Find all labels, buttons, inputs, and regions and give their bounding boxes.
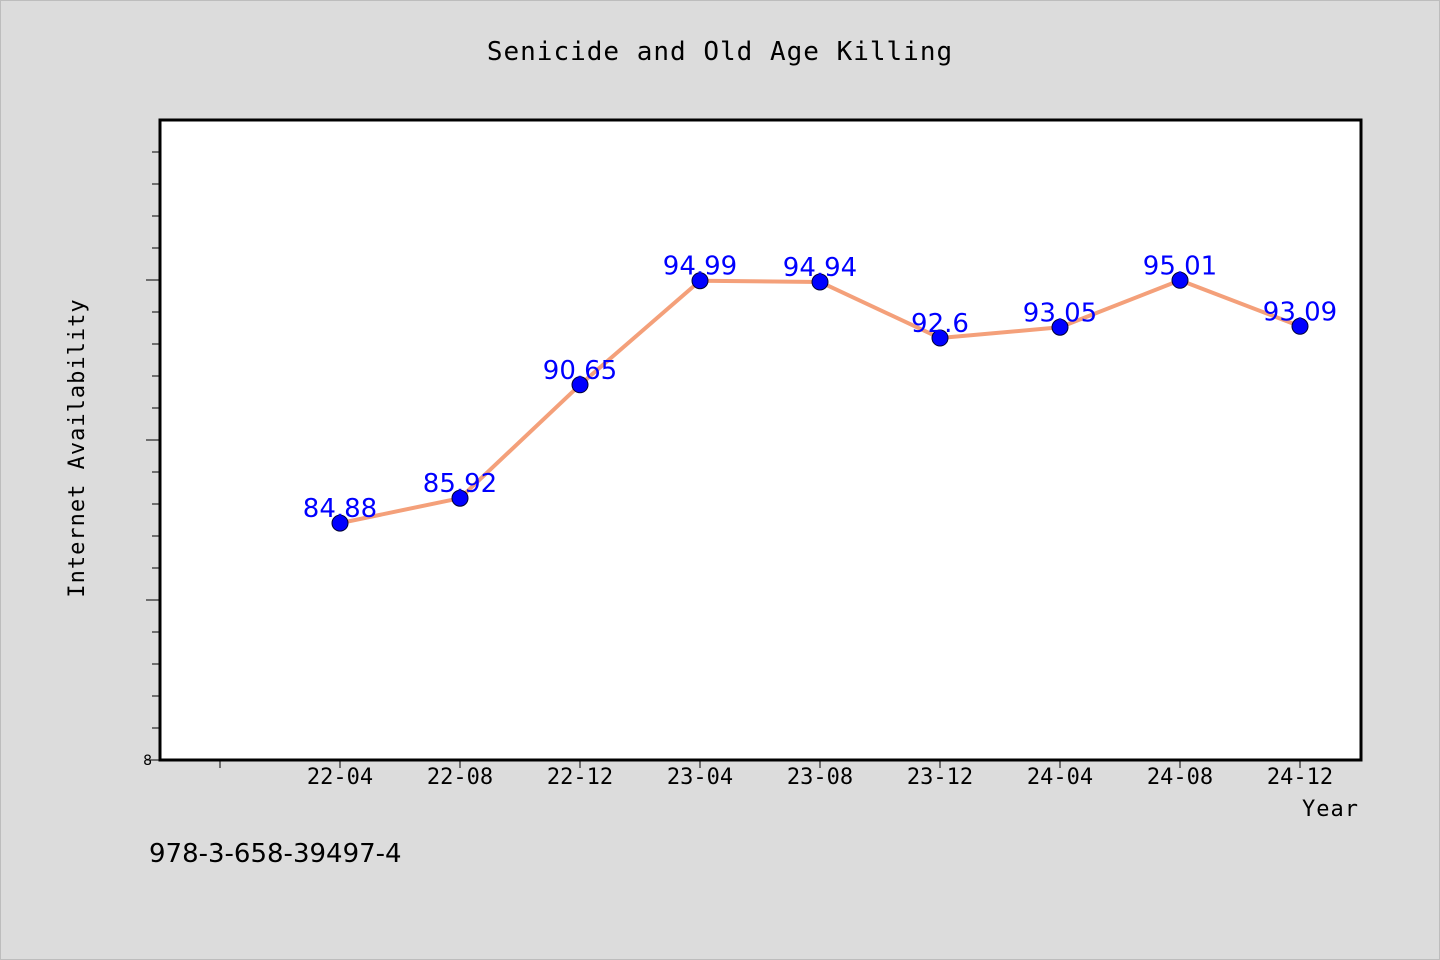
data-point xyxy=(811,273,829,291)
x-tick-label: 22-08 xyxy=(427,765,493,790)
data-point xyxy=(1291,317,1309,335)
x-axis-ticks: 22-04 22-08 22-12 23-04 23-08 23-12 24-04 24-08… xyxy=(219,760,1333,790)
plot-area xyxy=(158,118,1363,762)
data-label: 90.65 xyxy=(543,356,617,386)
x-axis-title: Year xyxy=(1302,797,1359,822)
x-tick-label: 22-04 xyxy=(307,765,373,790)
data-label: 94.99 xyxy=(663,252,737,282)
data-point xyxy=(331,514,349,532)
x-tick-label: 23-12 xyxy=(907,765,973,790)
data-label: 93.05 xyxy=(1023,298,1097,328)
data-label: 94.94 xyxy=(783,253,857,283)
x-tick-label: 24-08 xyxy=(1147,765,1213,790)
x-tick-label: 23-08 xyxy=(787,765,853,790)
data-label: 93.09 xyxy=(1263,297,1337,327)
data-point xyxy=(571,376,589,394)
series-layer: 84.88 85.92 90.65 94.99 94.94 92.6 93.05 95.01 9… xyxy=(303,251,1337,532)
x-tick-label: 22-12 xyxy=(547,765,613,790)
isbn-label: 978-3-658-39497-4 xyxy=(149,839,402,869)
x-tick-label: 24-04 xyxy=(1027,765,1093,790)
data-label: 84.88 xyxy=(303,494,377,524)
x-tick-label: 23-04 xyxy=(667,765,733,790)
data-point xyxy=(451,489,469,507)
y-axis-ticks xyxy=(146,151,160,761)
data-label: 95.01 xyxy=(1143,251,1217,281)
data-point xyxy=(691,272,709,290)
data-label: 85.92 xyxy=(423,469,497,499)
y-axis-title: Internet Availability xyxy=(65,298,90,597)
y-tick-label: 8 xyxy=(143,753,152,769)
x-tick-label: 24-12 xyxy=(1267,765,1333,790)
data-label: 92.6 xyxy=(911,309,969,339)
data-point xyxy=(1171,271,1189,289)
chart-title: Senicide and Old Age Killing xyxy=(487,37,953,67)
data-point xyxy=(1051,318,1069,336)
data-point xyxy=(931,329,949,347)
